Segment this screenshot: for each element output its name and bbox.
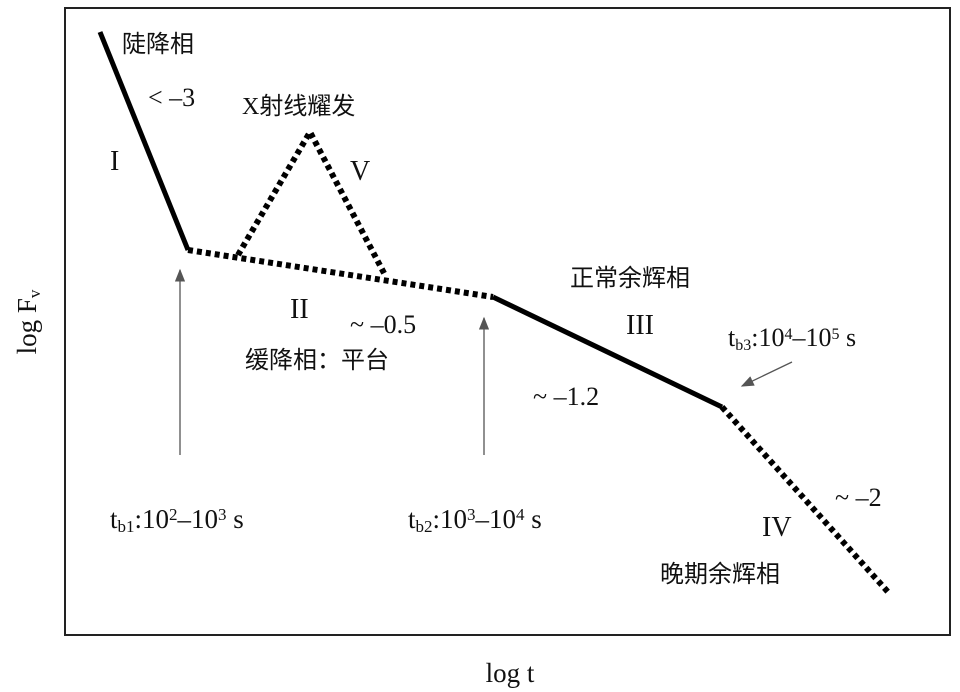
text-part: I [110,146,119,177]
text-part: –10 [177,504,219,534]
text-part: s [839,323,856,352]
text-part: :10 [433,504,468,534]
segment-iii [491,294,724,410]
frame [64,7,951,636]
text-part: 缓降相：平台 [245,347,389,374]
label: 陡降相 [122,31,194,58]
segment-i [97,31,191,251]
text-part: IV [762,512,792,543]
label: I [110,146,119,177]
label: III [626,310,654,341]
text-part: b1 [118,517,135,536]
text-part: –10 [791,323,831,352]
text-part: 2 [169,505,178,524]
text-part: :10 [751,323,784,352]
label: X射线耀发 [242,93,355,120]
text-part: s [227,504,244,534]
text-part: t [728,323,736,352]
text-part: b2 [416,517,433,536]
segment-v-flare [235,125,388,277]
segment-ii [187,247,494,300]
label: 晚期余辉相 [660,561,780,588]
label: ~ –1.2 [533,382,599,411]
segment-iv [719,404,891,595]
text-part: 5 [831,326,839,343]
arrow-tb3 [740,361,793,387]
label: ~ –2 [835,483,882,512]
text-part: log F [12,298,42,354]
text-part: 陡降相 [122,31,194,58]
label: II [290,294,309,325]
y-axis-label: log Fv [12,289,44,354]
text-part: –10 [475,504,517,534]
text-part: < –3 [148,83,195,112]
text-part: :10 [135,504,170,534]
label: V [350,156,370,187]
text-part: 晚期余辉相 [660,561,780,588]
label: 正常余辉相 [570,265,690,292]
text-part: ~ –1.2 [533,382,599,411]
text-part: 3 [218,505,227,524]
label: tb2:103–104 s [408,504,542,536]
text-part: t [110,504,118,534]
x-axis-label: log t [486,658,535,688]
text-part: v [25,289,44,298]
text-part: s [525,504,542,534]
text-part: X射线耀发 [242,93,355,120]
label: IV [762,512,792,543]
text-part: ~ –0.5 [350,310,416,339]
label: 缓降相：平台 [245,347,389,374]
text-part: II [290,294,309,325]
label: ~ –0.5 [350,310,416,339]
text-part: ~ –2 [835,483,882,512]
text-part: log t [486,658,535,688]
text-part: 4 [784,326,792,343]
text-part: t [408,504,416,534]
label: tb1:102–103 s [110,504,244,536]
text-part: 4 [516,505,525,524]
text-part: 3 [467,505,476,524]
text-part: 正常余辉相 [570,265,690,292]
text-part: III [626,310,654,341]
label: tb3:104–105 s [728,323,856,354]
label: < –3 [148,83,195,112]
text-part: b3 [735,337,751,354]
text-part: V [350,156,370,187]
